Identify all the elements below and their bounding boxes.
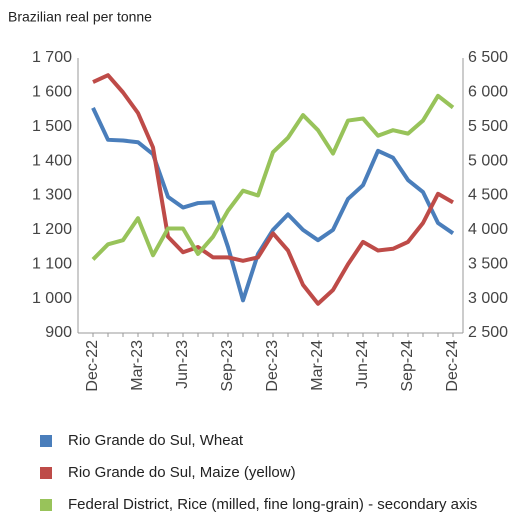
y2-tick-label: 6 500 — [468, 49, 508, 66]
y2-tick-label: 3 000 — [468, 290, 508, 307]
series-line — [92, 73, 454, 306]
x-tick-label: Sep-24 — [399, 340, 416, 392]
y2-tick-label: 6 000 — [468, 84, 508, 101]
y-tick-label: 1 100 — [32, 255, 72, 272]
y-tick-label: 1 500 — [32, 118, 72, 135]
y2-tick-label: 5 000 — [468, 152, 508, 169]
x-tick-label: Dec-22 — [84, 340, 101, 392]
y2-tick-label: 2 500 — [468, 324, 508, 341]
y2-tick-label: 4 000 — [468, 221, 508, 238]
y2-tick-label: 3 500 — [468, 255, 508, 272]
y2-tick-label: 4 500 — [468, 187, 508, 204]
y-tick-label: 1 000 — [32, 290, 72, 307]
y-tick-label: 1 300 — [32, 187, 72, 204]
legend-swatch — [40, 499, 52, 511]
x-tick-label: Mar-23 — [129, 340, 146, 391]
series-line — [91, 93, 455, 261]
legend-label: Rio Grande do Sul, Maize (yellow) — [68, 464, 296, 481]
x-tick-label: Dec-24 — [444, 340, 461, 392]
chart-title: Brazilian real per tonne — [8, 9, 152, 25]
legend-label: Rio Grande do Sul, Wheat — [68, 432, 244, 449]
x-tick-label: Mar-24 — [309, 340, 326, 391]
y-tick-label: 1 200 — [32, 221, 72, 238]
x-tick-label: Sep-23 — [219, 340, 236, 392]
y-tick-label: 1 700 — [32, 49, 72, 66]
y-tick-label: 1 600 — [32, 84, 72, 101]
y-tick-label: 1 400 — [32, 152, 72, 169]
x-tick-label: Jun-23 — [174, 340, 191, 389]
y-tick-label: 900 — [45, 324, 72, 341]
x-tick-label: Dec-23 — [264, 340, 281, 392]
legend-swatch — [40, 467, 52, 479]
legend-label: Federal District, Rice (milled, fine lon… — [68, 496, 477, 513]
y2-tick-label: 5 500 — [468, 118, 508, 135]
x-tick-label: Jun-24 — [354, 340, 371, 389]
legend-swatch — [40, 435, 52, 447]
